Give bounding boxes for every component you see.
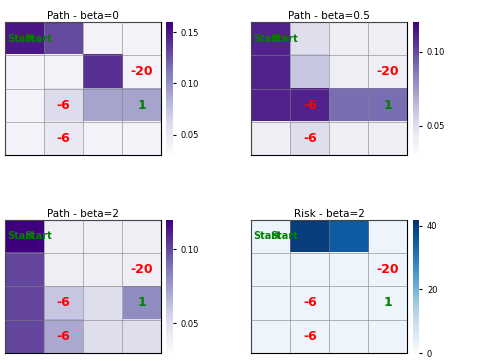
Title: Risk - beta=2: Risk - beta=2 — [294, 209, 365, 219]
Text: -20: -20 — [377, 66, 399, 78]
Title: Path - beta=2: Path - beta=2 — [47, 209, 119, 219]
Text: 1: 1 — [384, 99, 393, 112]
Text: 1: 1 — [137, 297, 146, 309]
Text: 1: 1 — [137, 99, 146, 112]
Text: Start: Start — [24, 33, 52, 44]
Text: Start: Start — [271, 231, 299, 241]
Text: 1: 1 — [384, 297, 393, 309]
Text: -20: -20 — [130, 66, 153, 78]
Title: Path - beta=0: Path - beta=0 — [47, 11, 119, 21]
Text: Start: Start — [271, 33, 299, 44]
Text: -20: -20 — [377, 263, 399, 276]
Text: -6: -6 — [57, 297, 70, 309]
Text: -6: -6 — [57, 132, 70, 145]
Text: -6: -6 — [303, 297, 317, 309]
Text: Start: Start — [253, 33, 281, 44]
Text: -6: -6 — [303, 132, 317, 145]
Text: -6: -6 — [303, 330, 317, 343]
Text: -6: -6 — [57, 99, 70, 112]
Text: -6: -6 — [303, 99, 317, 112]
Text: -20: -20 — [130, 263, 153, 276]
Text: Start: Start — [24, 231, 52, 241]
Text: Start: Start — [7, 33, 34, 44]
Title: Path - beta=0.5: Path - beta=0.5 — [288, 11, 370, 21]
Text: Start: Start — [7, 231, 34, 241]
Text: -6: -6 — [57, 330, 70, 343]
Text: Start: Start — [253, 231, 281, 241]
